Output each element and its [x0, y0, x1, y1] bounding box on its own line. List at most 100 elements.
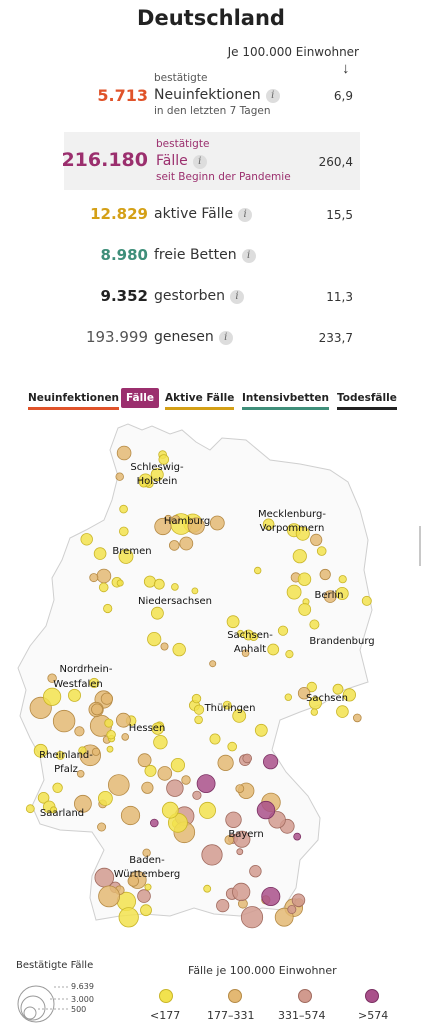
- district-bubble[interactable]: [249, 865, 262, 878]
- district-bubble[interactable]: [118, 549, 134, 564]
- district-bubble[interactable]: [187, 517, 205, 535]
- district-bubble[interactable]: [323, 590, 337, 603]
- district-bubble[interactable]: [179, 536, 194, 551]
- district-bubble[interactable]: [249, 632, 259, 642]
- district-bubble[interactable]: [158, 454, 170, 465]
- district-bubble[interactable]: [169, 540, 180, 551]
- district-bubble[interactable]: [232, 708, 247, 723]
- district-bubble[interactable]: [98, 885, 120, 908]
- district-bubble[interactable]: [191, 587, 199, 595]
- district-bubble[interactable]: [241, 649, 250, 658]
- district-bubble[interactable]: [262, 754, 279, 770]
- district-bubble[interactable]: [138, 478, 148, 488]
- district-bubble[interactable]: [74, 726, 85, 737]
- district-bubble[interactable]: [150, 818, 159, 828]
- district-bubble[interactable]: [93, 547, 107, 560]
- district-bubble[interactable]: [352, 713, 362, 723]
- district-bubble[interactable]: [116, 445, 132, 461]
- district-bubble[interactable]: [74, 794, 92, 813]
- info-icon[interactable]: i: [241, 249, 256, 263]
- district-bubble[interactable]: [56, 750, 65, 760]
- scrollbar[interactable]: [419, 526, 421, 566]
- district-bubble[interactable]: [332, 683, 344, 695]
- district-bubble[interactable]: [298, 603, 312, 616]
- district-bubble[interactable]: [50, 806, 58, 814]
- district-bubble[interactable]: [172, 642, 186, 657]
- district-bubble[interactable]: [161, 801, 179, 819]
- district-bubble[interactable]: [42, 687, 62, 706]
- district-bubble[interactable]: [144, 883, 152, 891]
- district-bubble[interactable]: [116, 579, 124, 587]
- district-bubble[interactable]: [68, 688, 82, 702]
- district-bubble[interactable]: [147, 632, 162, 647]
- district-bubble[interactable]: [171, 515, 181, 525]
- district-bubble[interactable]: [119, 504, 128, 514]
- district-bubble[interactable]: [306, 681, 318, 693]
- district-bubble[interactable]: [115, 472, 124, 481]
- district-bubble[interactable]: [91, 747, 101, 756]
- district-bubble[interactable]: [335, 586, 349, 600]
- district-bubble[interactable]: [97, 822, 107, 832]
- district-bubble[interactable]: [201, 844, 223, 866]
- info-icon[interactable]: i: [192, 155, 207, 169]
- district-bubble[interactable]: [137, 889, 151, 903]
- district-bubble[interactable]: [225, 811, 242, 829]
- district-bubble[interactable]: [141, 781, 154, 794]
- info-icon[interactable]: i: [218, 331, 233, 345]
- district-bubble[interactable]: [89, 677, 100, 689]
- district-bubble[interactable]: [119, 526, 129, 537]
- district-bubble[interactable]: [52, 782, 63, 794]
- district-bubble[interactable]: [338, 575, 347, 584]
- district-bubble[interactable]: [287, 904, 297, 914]
- district-bubble[interactable]: [142, 848, 151, 857]
- district-bubble[interactable]: [209, 733, 221, 745]
- district-bubble[interactable]: [106, 730, 116, 740]
- district-bubble[interactable]: [121, 733, 129, 741]
- district-bubble[interactable]: [196, 774, 216, 794]
- district-bubble[interactable]: [153, 578, 165, 590]
- district-bubble[interactable]: [310, 533, 323, 547]
- district-bubble[interactable]: [151, 722, 164, 735]
- district-bubble[interactable]: [157, 766, 173, 781]
- district-bubble[interactable]: [108, 774, 130, 796]
- district-bubble[interactable]: [261, 886, 281, 906]
- info-icon[interactable]: i: [238, 208, 253, 222]
- district-bubble[interactable]: [284, 693, 292, 701]
- district-bubble[interactable]: [336, 705, 349, 718]
- tab-intensivbetten[interactable]: Intensivbetten: [242, 388, 329, 410]
- tab-todesfaelle[interactable]: Todesfälle: [337, 388, 397, 410]
- district-bubble[interactable]: [104, 718, 114, 728]
- district-bubble[interactable]: [160, 642, 169, 651]
- tab-faelle[interactable]: Fälle: [121, 388, 159, 408]
- district-bubble[interactable]: [170, 757, 185, 773]
- district-bubble[interactable]: [143, 575, 156, 588]
- tab-neuinfektionen[interactable]: Neuinfektionen: [28, 388, 120, 410]
- district-bubble[interactable]: [140, 904, 152, 917]
- district-bubble[interactable]: [76, 769, 85, 778]
- district-bubble[interactable]: [150, 468, 164, 482]
- district-bubble[interactable]: [120, 805, 141, 826]
- district-bubble[interactable]: [144, 764, 157, 777]
- district-bubble[interactable]: [293, 832, 302, 841]
- district-bubble[interactable]: [137, 753, 152, 768]
- district-bubble[interactable]: [222, 700, 232, 710]
- district-bubble[interactable]: [25, 804, 35, 814]
- district-bubble[interactable]: [203, 884, 212, 893]
- district-bubble[interactable]: [254, 566, 262, 575]
- district-bubble[interactable]: [256, 800, 276, 820]
- district-bubble[interactable]: [127, 875, 140, 887]
- district-bubble[interactable]: [37, 791, 50, 804]
- district-bubble[interactable]: [171, 583, 179, 591]
- district-bubble[interactable]: [154, 517, 172, 536]
- info-icon[interactable]: i: [229, 290, 244, 304]
- district-bubble[interactable]: [236, 629, 244, 637]
- district-bubble[interactable]: [297, 687, 311, 700]
- district-bubble[interactable]: [153, 735, 168, 750]
- district-bubble[interactable]: [80, 533, 93, 546]
- district-bubble[interactable]: [89, 573, 99, 583]
- tab-aktive-faelle[interactable]: Aktive Fälle: [165, 388, 235, 410]
- district-bubble[interactable]: [78, 746, 87, 755]
- district-bubble[interactable]: [100, 692, 114, 705]
- district-bubble[interactable]: [47, 673, 57, 683]
- district-bubble[interactable]: [277, 625, 289, 636]
